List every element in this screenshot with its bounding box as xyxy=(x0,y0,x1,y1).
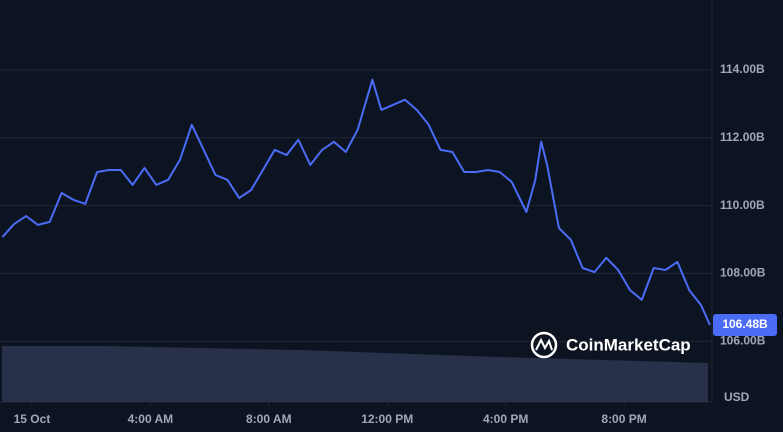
x-tick-label: 8:00 AM xyxy=(246,412,292,426)
y-tick-label: 108.00B xyxy=(720,266,766,280)
x-tick-label: 8:00 PM xyxy=(601,412,646,426)
volume-band xyxy=(2,346,708,402)
y-tick-label: 106.00B xyxy=(720,333,766,347)
y-tick-label: 112.00B xyxy=(720,130,765,144)
watermark-text: CoinMarketCap xyxy=(566,335,691,354)
current-value-badge xyxy=(713,313,777,336)
y-tick-label: 110.00B xyxy=(720,198,765,212)
y-axis-unit: USD xyxy=(724,390,750,404)
x-tick-label: 4:00 PM xyxy=(483,412,528,426)
current-value-label: 106.48B xyxy=(722,317,768,331)
x-tick-label: 4:00 AM xyxy=(128,412,174,426)
logo-icon xyxy=(530,331,558,359)
y-tick-label: 114.00B xyxy=(720,62,765,76)
x-tick-label: 15 Oct xyxy=(14,412,51,426)
watermark: CoinMarketCap xyxy=(530,331,691,359)
price-line xyxy=(1,78,711,326)
logo-icon xyxy=(535,337,553,351)
x-tick-label: 12:00 PM xyxy=(361,412,413,426)
